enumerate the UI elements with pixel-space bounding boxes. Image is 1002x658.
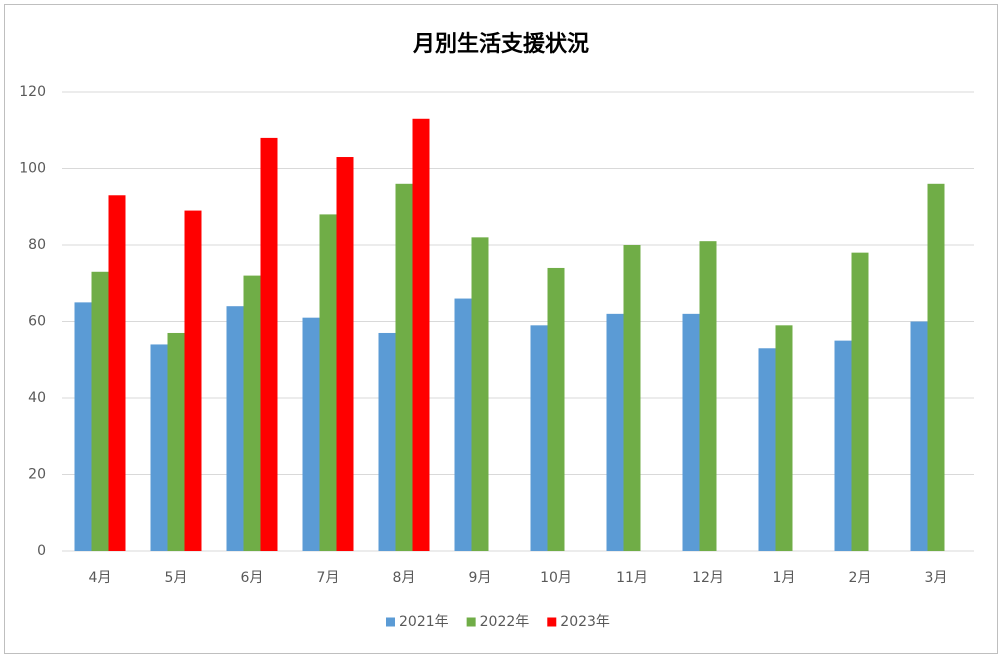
x-tick-label: 9月 <box>469 570 492 586</box>
bar <box>167 332 185 551</box>
bar <box>606 313 624 551</box>
x-tick-label: 6月 <box>241 570 264 586</box>
bar <box>150 344 168 551</box>
bar <box>226 306 244 551</box>
bar <box>851 252 869 551</box>
y-tick-label: 120 <box>19 84 46 100</box>
bar <box>184 210 202 551</box>
x-tick-label: 5月 <box>165 570 188 586</box>
bar <box>834 340 852 551</box>
legend-label: 2023年 <box>560 614 610 630</box>
bar <box>395 183 413 552</box>
bar <box>243 275 261 551</box>
bar <box>454 298 472 551</box>
bar <box>530 325 548 551</box>
legend-swatch <box>466 617 476 627</box>
chart-title: 月別生活支援状況 <box>412 32 589 57</box>
bar <box>623 245 641 551</box>
bar <box>775 325 793 551</box>
y-tick-label: 20 <box>28 467 46 483</box>
x-tick-label: 12月 <box>692 570 724 586</box>
x-tick-label: 10月 <box>540 570 572 586</box>
bar <box>336 157 354 551</box>
bar <box>319 214 337 551</box>
bar <box>758 348 776 551</box>
x-tick-label: 2月 <box>849 570 872 586</box>
y-tick-label: 100 <box>19 161 46 177</box>
bar <box>699 241 717 552</box>
bar <box>108 195 126 551</box>
bar <box>91 271 109 551</box>
bar <box>927 183 945 552</box>
chart-border <box>4 4 998 654</box>
bar <box>547 267 565 551</box>
y-tick-label: 60 <box>28 314 46 330</box>
bar <box>74 302 92 551</box>
x-tick-label: 11月 <box>616 570 648 586</box>
bar <box>302 317 320 551</box>
bar <box>378 332 396 551</box>
bar <box>471 237 489 551</box>
x-tick-label: 8月 <box>393 570 416 586</box>
bar <box>412 118 430 552</box>
y-tick-label: 80 <box>28 237 46 253</box>
y-tick-label: 40 <box>28 390 46 406</box>
y-tick-label: 0 <box>37 543 46 559</box>
bar <box>910 321 928 551</box>
x-tick-label: 4月 <box>89 570 112 586</box>
legend-swatch <box>547 617 557 627</box>
x-tick-label: 1月 <box>773 570 796 586</box>
bar <box>682 313 700 551</box>
bar <box>260 137 278 551</box>
legend-label: 2022年 <box>480 614 530 630</box>
x-tick-label: 7月 <box>317 570 340 586</box>
legend-label: 2021年 <box>399 614 449 630</box>
x-tick-label: 3月 <box>925 570 948 586</box>
legend-swatch <box>386 617 395 627</box>
